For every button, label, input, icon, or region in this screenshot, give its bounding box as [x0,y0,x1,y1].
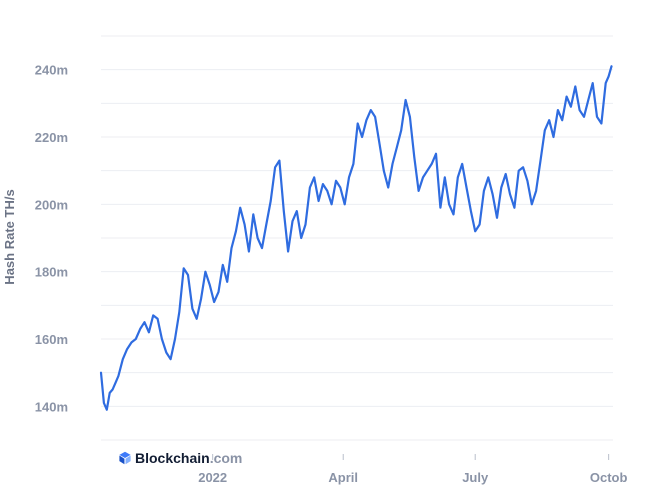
x-tick-label: Octob [590,470,628,485]
y-tick-label: 200m [35,197,68,212]
y-tick-label: 180m [35,265,68,280]
blockchain-logo: Blockchain .com [118,450,242,466]
series-lines [99,65,613,411]
series-line [99,65,613,411]
blockchain-cube-icon [119,451,131,465]
brand-suffix: .com [209,450,243,466]
y-tick-label: 240m [35,63,68,78]
brand-name: Blockchain [135,450,210,466]
x-tick-label: July [462,470,489,485]
x-tick-label: April [328,470,358,485]
y-tick-label: 140m [35,399,68,414]
x-axis-ticks: 2022 April July Octob [198,454,627,485]
y-axis-title: Hash Rate TH/s [2,189,17,284]
y-axis-ticks: 140m 160m 180m 200m 220m 240m [35,63,68,415]
y-tick-label: 160m [35,332,68,347]
y-tick-label: 220m [35,130,68,145]
x-tick-label: 2022 [198,470,227,485]
gridlines [101,35,613,441]
